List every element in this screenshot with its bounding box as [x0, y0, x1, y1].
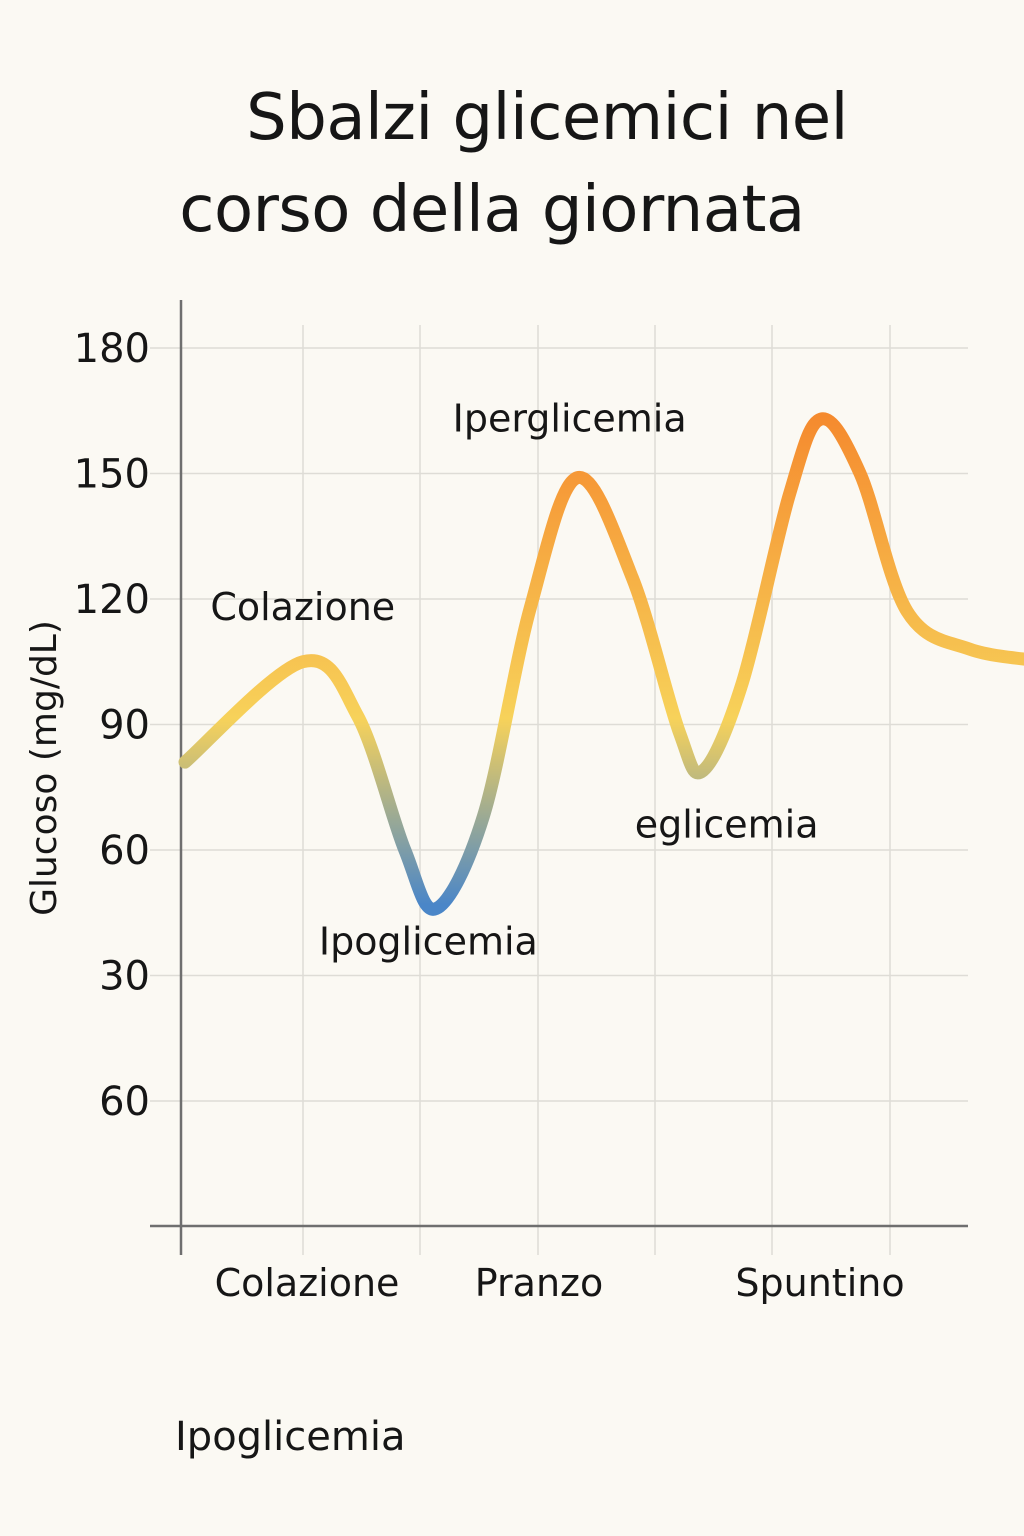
y-tick-label: 90 [99, 703, 150, 749]
annotation-label: Colazione [210, 585, 395, 629]
axes [150, 300, 968, 1255]
x-tick-label: Pranzo [475, 1261, 603, 1305]
y-tick-label: 60 [99, 1079, 150, 1125]
annotation-label: Iperglicemia [453, 397, 687, 441]
glucose-series-line [178, 412, 1024, 916]
y-tick-label: 150 [74, 452, 150, 498]
x-tick-label: Spuntino [735, 1261, 904, 1305]
y-axis-label: Glucoso (mg/dL) [24, 620, 65, 916]
y-tick-label: 60 [99, 828, 150, 874]
grid [150, 325, 968, 1255]
legend: Ipoglicemia [175, 1414, 926, 1460]
chart-title: Sbalzi glicemici nel corso della giornat… [0, 72, 1024, 256]
x-axis-ticks: Colazione Pranzo Spuntino [215, 1261, 905, 1305]
annotation-label: eglicemia [635, 802, 819, 846]
y-axis-ticks: 180 150 120 90 60 30 60 [74, 326, 150, 1125]
title-line-1: Sbalzi glicemici nel [246, 81, 848, 155]
legend-label: Ipoglicemia [175, 1414, 405, 1460]
annotations: Colazione Ipoglicemia Iperglicemia eglicemi… [210, 397, 818, 964]
y-tick-label: 30 [99, 954, 150, 1000]
y-tick-label: 120 [74, 577, 150, 623]
title-line-2: corso della giornata [179, 173, 805, 247]
x-tick-label: Colazione [215, 1261, 400, 1305]
y-tick-label: 180 [74, 326, 150, 372]
annotation-label: Ipoglicemia [319, 920, 538, 964]
